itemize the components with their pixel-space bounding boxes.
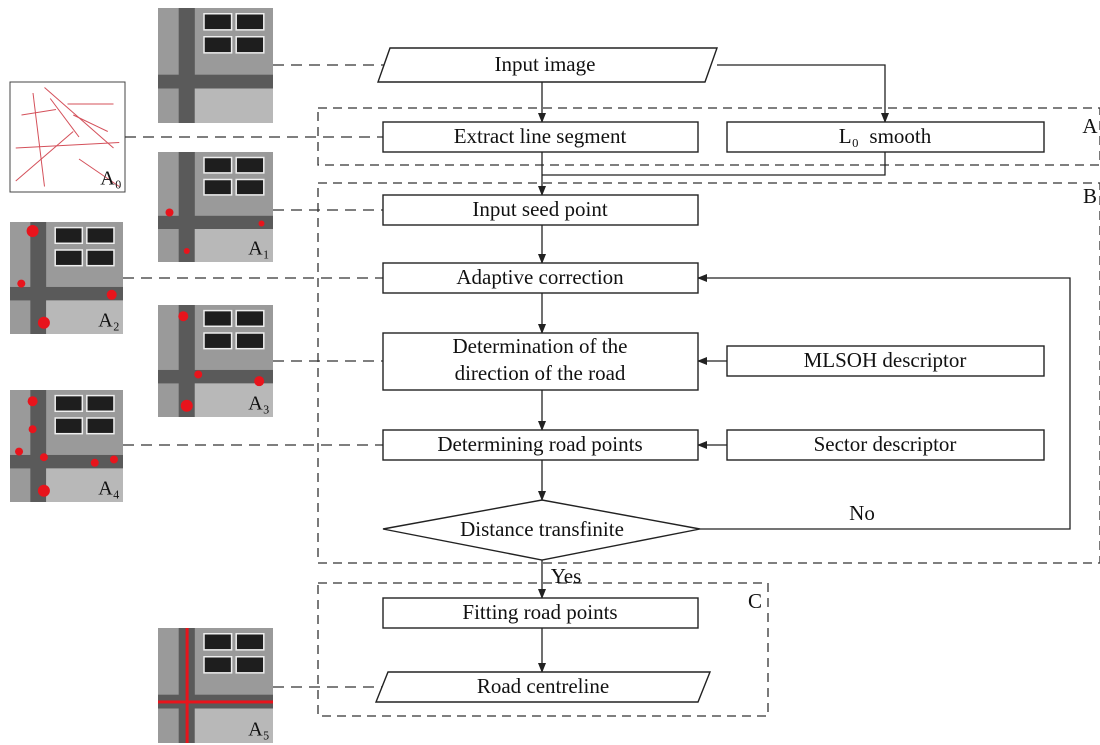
thumb-label: A₅: [248, 719, 269, 741]
thumb-label: A₃: [248, 393, 269, 415]
flowchart: A₀ A₁ A₂ A₃ A₄ A₅ A B C No Yes Input image Ex…: [0, 0, 1100, 745]
node-label: Adaptive correction: [456, 265, 624, 289]
thumb-building: [236, 634, 264, 650]
thumb-dot: [110, 455, 118, 463]
thumb-dot: [178, 311, 188, 321]
node-label: Fitting road points: [462, 600, 617, 624]
thumb-building: [204, 311, 232, 327]
thumb-road: [158, 216, 273, 229]
thumbnail: A₅: [158, 628, 273, 743]
node-label: Input image: [495, 52, 596, 76]
thumb-dot: [259, 221, 265, 227]
thumb-building: [204, 37, 232, 53]
thumb-building: [204, 333, 232, 349]
thumb-building: [236, 14, 264, 30]
thumb-label: A₄: [98, 478, 119, 500]
node-label: Extract line segment: [454, 124, 627, 148]
thumb-redline: [186, 628, 189, 743]
node-label: L₀ smooth: [839, 124, 932, 148]
thumb-label: A₀: [100, 168, 121, 190]
page: {"nodes":[{"label":"Input image"},{"labe…: [0, 0, 1100, 745]
thumbnails: A₀ A₁ A₂ A₃ A₄ A₅: [10, 8, 273, 743]
thumb-dot: [91, 459, 99, 467]
thumb-dot: [38, 485, 50, 497]
thumb-label: A₂: [98, 310, 119, 332]
node-label: direction of the road: [455, 361, 626, 385]
thumb-dot: [254, 376, 264, 386]
arrow: [542, 152, 885, 175]
node-label: Distance transfinite: [460, 517, 624, 541]
thumb-building: [236, 158, 264, 173]
thumbnail: A₂: [10, 222, 123, 334]
arrow: [717, 65, 885, 122]
thumb-road: [179, 8, 195, 123]
thumbnail: A₃: [158, 305, 273, 417]
thumb-redline: [158, 700, 273, 703]
thumb-building: [204, 180, 232, 195]
thumb-building: [87, 228, 114, 244]
node-label: Determining road points: [437, 432, 642, 456]
arrow: [698, 278, 1070, 529]
thumb-road: [10, 287, 123, 300]
edge-label: No: [849, 501, 875, 525]
thumb-building: [236, 333, 264, 349]
thumbnail: A₀: [10, 82, 125, 192]
thumb-building: [87, 250, 114, 266]
thumbnail: A₁: [158, 152, 273, 262]
thumb-building: [204, 657, 232, 673]
thumb-building: [204, 14, 232, 30]
thumb-dot: [166, 209, 174, 217]
thumb-dot: [27, 225, 39, 237]
thumb-building: [55, 396, 82, 412]
thumb-building: [236, 37, 264, 53]
node-label: Road centreline: [477, 674, 609, 698]
thumb-road: [158, 75, 273, 89]
thumb-dot: [40, 453, 48, 461]
group-label: B: [1083, 184, 1097, 208]
thumb-building: [236, 657, 264, 673]
thumb-dot: [15, 448, 23, 456]
thumb-road: [179, 152, 195, 262]
thumb-field: [195, 89, 273, 124]
thumb-dot: [29, 425, 37, 433]
thumb-building: [236, 311, 264, 327]
thumbnail: A₄: [10, 390, 123, 502]
node-label: Determination of the: [453, 334, 628, 358]
group-label: C: [748, 589, 762, 613]
node-label: Sector descriptor: [814, 432, 957, 456]
node-label: MLSOH descriptor: [804, 348, 967, 372]
thumb-building: [204, 634, 232, 650]
thumb-building: [55, 250, 82, 266]
node-label: Input seed point: [472, 197, 607, 221]
thumb-dot: [28, 396, 38, 406]
thumbnail: [158, 8, 273, 123]
thumb-dot: [38, 317, 50, 329]
thumb-dot: [194, 370, 202, 378]
thumb-dot: [17, 280, 25, 288]
thumb-building: [55, 228, 82, 244]
thumb-building: [87, 396, 114, 412]
thumb-building: [204, 158, 232, 173]
thumb-label: A₁: [248, 238, 269, 260]
thumb-building: [236, 180, 264, 195]
thumb-road: [10, 455, 123, 468]
group-label: A: [1082, 114, 1098, 138]
thumb-building: [87, 418, 114, 434]
thumb-building: [55, 418, 82, 434]
thumb-dot: [181, 400, 193, 412]
thumb-dot: [107, 290, 117, 300]
edge-label: Yes: [551, 564, 582, 588]
thumb-dot: [184, 248, 190, 254]
